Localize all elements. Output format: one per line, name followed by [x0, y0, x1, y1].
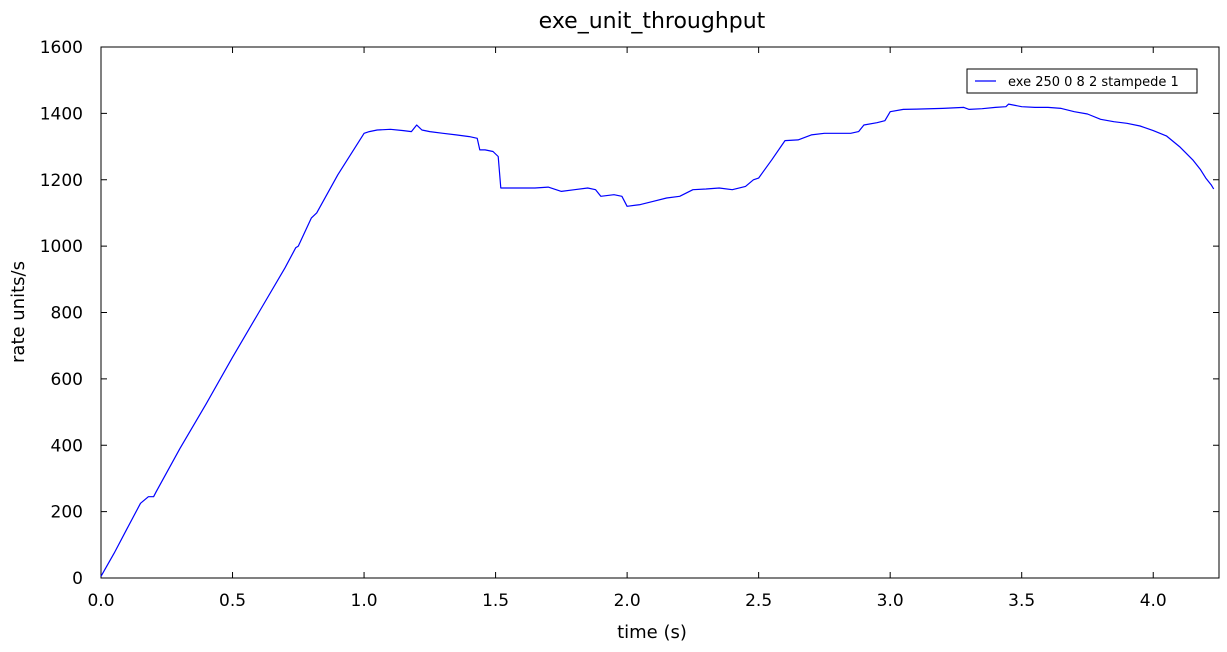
y-axis-label: rate units/s [8, 261, 29, 363]
y-tick-label: 1600 [40, 38, 83, 58]
y-tick-label: 600 [51, 370, 83, 390]
y-tick-label: 400 [51, 436, 83, 456]
x-tick-label: 3.0 [877, 591, 904, 611]
y-tick-labels: 0 200 400 600 800 1000 1200 1400 1600 [40, 38, 83, 589]
x-tick-labels: 0.0 0.5 1.0 1.5 2.0 2.5 3.0 3.5 4.0 [87, 591, 1166, 611]
legend: exe 250 0 8 2 stampede 1 [966, 68, 1198, 94]
x-tick-label: 2.0 [614, 591, 641, 611]
legend-label: exe 250 0 8 2 stampede 1 [1008, 75, 1179, 90]
chart-title: exe_unit_throughput [539, 9, 766, 34]
x-tick-label: 4.0 [1140, 591, 1167, 611]
axis-ticks [100, 46, 1219, 579]
plot-area [100, 46, 1220, 579]
y-tick-label: 1400 [40, 104, 83, 124]
series-layer [100, 103, 1215, 577]
x-tick-label: 3.5 [1008, 591, 1035, 611]
y-tick-label: 1200 [40, 171, 83, 191]
y-tick-label: 0 [72, 569, 83, 589]
x-tick-label: 0.0 [87, 591, 114, 611]
plot-frame [100, 46, 1220, 579]
y-tick-label: 800 [51, 304, 83, 324]
legend-box [966, 68, 1198, 94]
y-tick-label: 200 [51, 503, 83, 523]
x-tick-label: 0.5 [219, 591, 246, 611]
x-tick-label: 2.5 [745, 591, 772, 611]
x-tick-label: 1.0 [351, 591, 378, 611]
series-line [100, 103, 1215, 577]
x-axis-label: time (s) [617, 622, 687, 643]
x-tick-label: 1.5 [482, 591, 509, 611]
y-tick-label: 1000 [40, 237, 83, 257]
